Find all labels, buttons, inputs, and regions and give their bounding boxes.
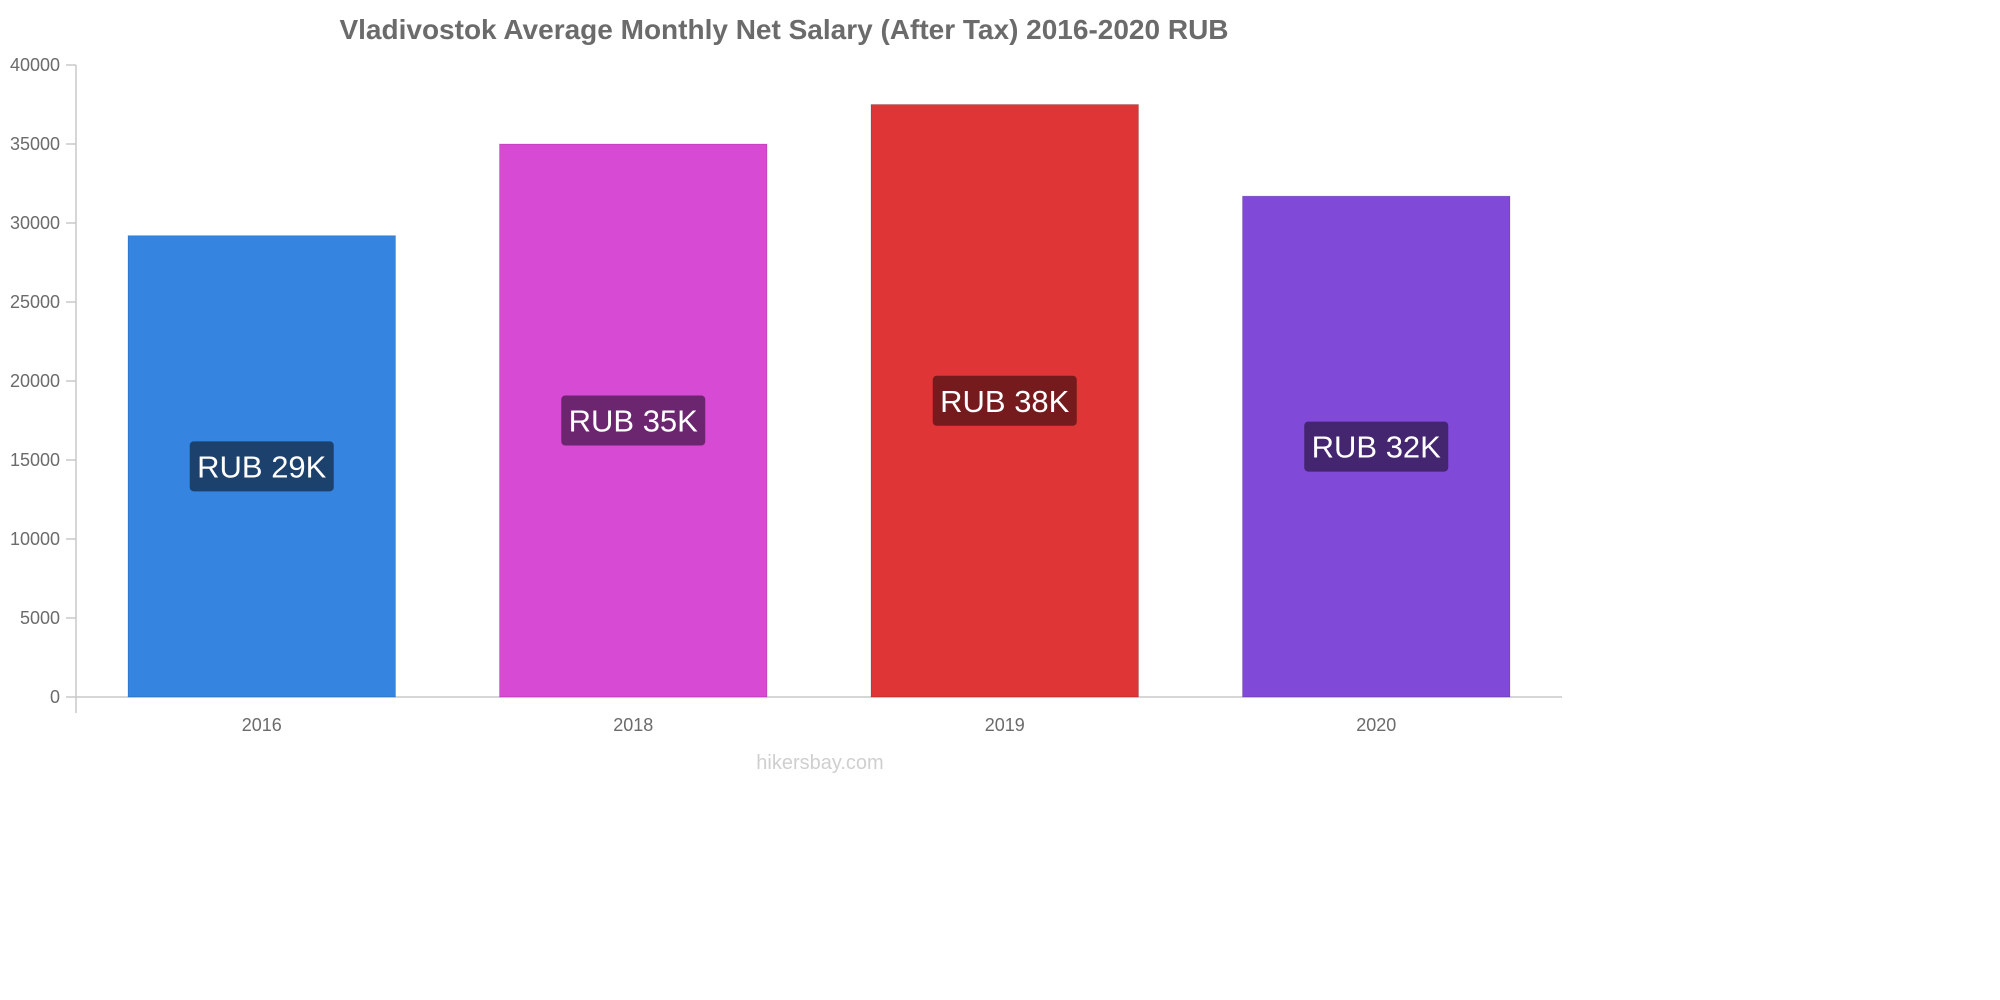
- data-label: RUB 32K: [1312, 430, 1442, 465]
- data-label-box: [932, 375, 1077, 426]
- y-tick-label: 30000: [10, 213, 60, 233]
- footer-credit: hikersbay.com: [756, 752, 884, 774]
- x-tick-label: 2020: [1356, 715, 1396, 735]
- data-label: RUB 35K: [569, 404, 699, 439]
- y-tick-label: 20000: [10, 371, 60, 391]
- data-label-box: [561, 395, 706, 446]
- chart-title: Vladivostok Average Monthly Net Salary (…: [339, 14, 1229, 45]
- x-axis: 2016 2018 2019 2020: [76, 696, 1562, 735]
- y-tick-label: 0: [50, 687, 60, 707]
- x-tick-label: 2019: [985, 715, 1025, 735]
- x-tick-label: 2016: [242, 715, 282, 735]
- bar-chart: 0 5000 10000 15000 20000 25000 30000 35000 40000…: [10, 55, 1562, 735]
- data-label: RUB 29K: [197, 449, 327, 484]
- y-tick-label: 10000: [10, 529, 60, 549]
- data-labels: RUB 29K RUB 35K RUB 38K RUB 32K: [189, 375, 1449, 492]
- data-label-box: [1304, 421, 1449, 472]
- y-tick-label: 40000: [10, 55, 60, 75]
- y-axis: 0 5000 10000 15000 20000 25000 30000 35000 40000: [10, 55, 77, 713]
- y-tick-label: 5000: [20, 608, 60, 628]
- data-label: RUB 38K: [940, 384, 1070, 419]
- y-tick-label: 25000: [10, 292, 60, 312]
- bars: [127, 104, 1511, 698]
- y-tick-label: 35000: [10, 134, 60, 154]
- data-label-box: [189, 441, 334, 492]
- y-tick-label: 15000: [10, 450, 60, 470]
- x-tick-label: 2018: [613, 715, 653, 735]
